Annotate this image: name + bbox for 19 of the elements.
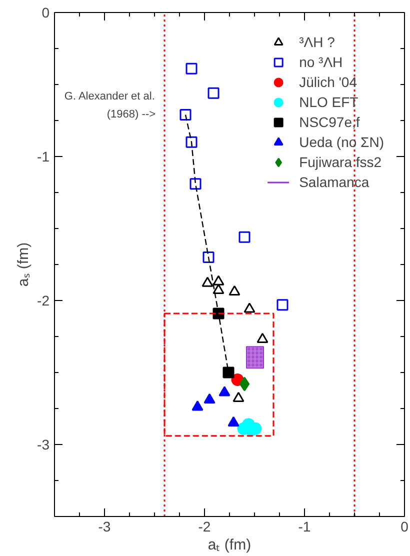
legend-label: Fujiwara fss2 bbox=[299, 154, 382, 170]
legend-label: Jülich '04 bbox=[299, 74, 358, 90]
x-tick-label: -1 bbox=[298, 518, 311, 534]
legend-label: no ³ΛH bbox=[299, 54, 343, 70]
x-tick-label: -3 bbox=[98, 518, 111, 534]
y-tick-label: -1 bbox=[37, 148, 50, 164]
y-tick-label: -3 bbox=[37, 436, 50, 452]
x-axis-title: aₜ (fm) bbox=[208, 536, 252, 554]
y-axis-title: aₛ (fm) bbox=[15, 242, 32, 287]
x-tick-label: 0 bbox=[400, 518, 409, 534]
legend-label: Salamanca bbox=[299, 174, 370, 190]
legend-label: Ueda (no ΣN) bbox=[299, 134, 384, 150]
y-tick-label: -2 bbox=[37, 292, 50, 308]
annotation: G. Alexander et al. (1968) --> bbox=[64, 90, 156, 121]
legend-label: NLO EFT bbox=[299, 94, 358, 110]
legend-label: NSC97e,f bbox=[299, 114, 360, 130]
x-tick-label: -2 bbox=[198, 518, 211, 534]
legend-label: ³ΛH ? bbox=[299, 34, 335, 50]
y-tick-label: 0 bbox=[42, 4, 50, 20]
